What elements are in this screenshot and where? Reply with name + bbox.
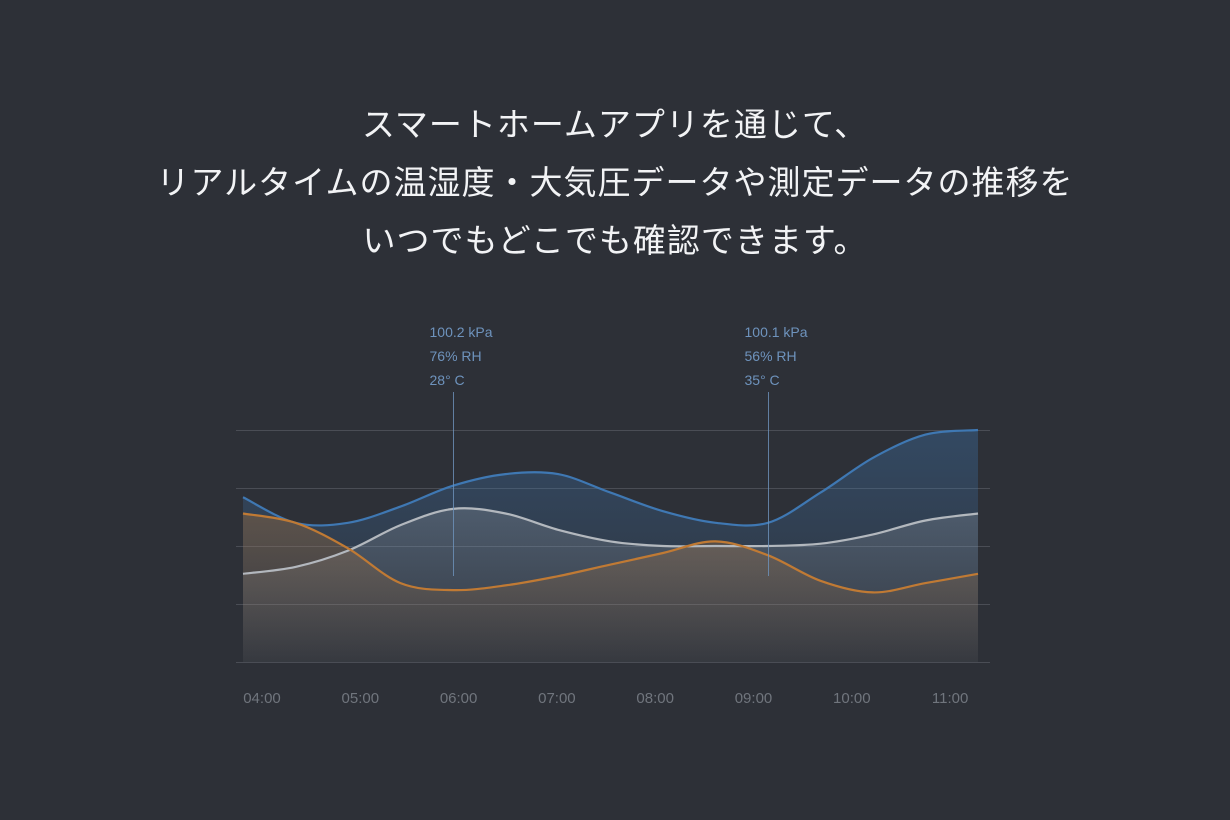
- annotation-reading: 35° C: [744, 372, 780, 388]
- headline-line-2: リアルタイムの温湿度・大気圧データや測定データの推移を: [156, 163, 1074, 202]
- annotation-reading: 56% RH: [744, 348, 797, 364]
- x-tick-label: 04:00: [243, 690, 281, 707]
- annotation-2: 100.1 kPa 56% RH 35° C: [745, 320, 808, 392]
- annotation-1: 100.2 kPa 76% RH 28° C: [430, 320, 493, 392]
- annotation-reading: 100.1 kPa: [744, 324, 808, 340]
- series-areas: [243, 430, 978, 662]
- x-tick-label: 11:00: [931, 690, 969, 707]
- pressure-line: [242, 428, 979, 527]
- x-tick-label: 05:00: [341, 690, 380, 707]
- annotation-reading: 28° C: [429, 372, 465, 388]
- headline: スマートホームアプリを通じて、 リアルタイムの温湿度・大気圧データや測定データの…: [0, 96, 1230, 270]
- headline-line-3: いつでもどこでも確認できます。: [362, 221, 868, 260]
- temperature-area: [243, 513, 978, 662]
- x-tick-label: 07:00: [538, 690, 576, 707]
- x-tick-label: 06:00: [439, 690, 478, 707]
- x-tick-label: 09:00: [734, 690, 773, 707]
- annotation-markers: [453, 392, 769, 576]
- humidity-line: [242, 507, 979, 575]
- temperature-line: [242, 512, 979, 594]
- headline-line-1: スマートホームアプリを通じて、: [361, 105, 869, 144]
- annotation-reading: 100.2 kPa: [429, 324, 493, 340]
- x-tick-label: 08:00: [636, 690, 674, 707]
- series-lines: [242, 428, 979, 594]
- annotation-reading: 76% RH: [429, 348, 482, 364]
- x-tick-label: 10:00: [833, 690, 871, 707]
